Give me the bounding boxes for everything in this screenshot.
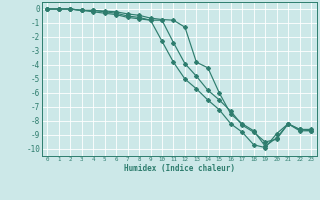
X-axis label: Humidex (Indice chaleur): Humidex (Indice chaleur) <box>124 164 235 173</box>
